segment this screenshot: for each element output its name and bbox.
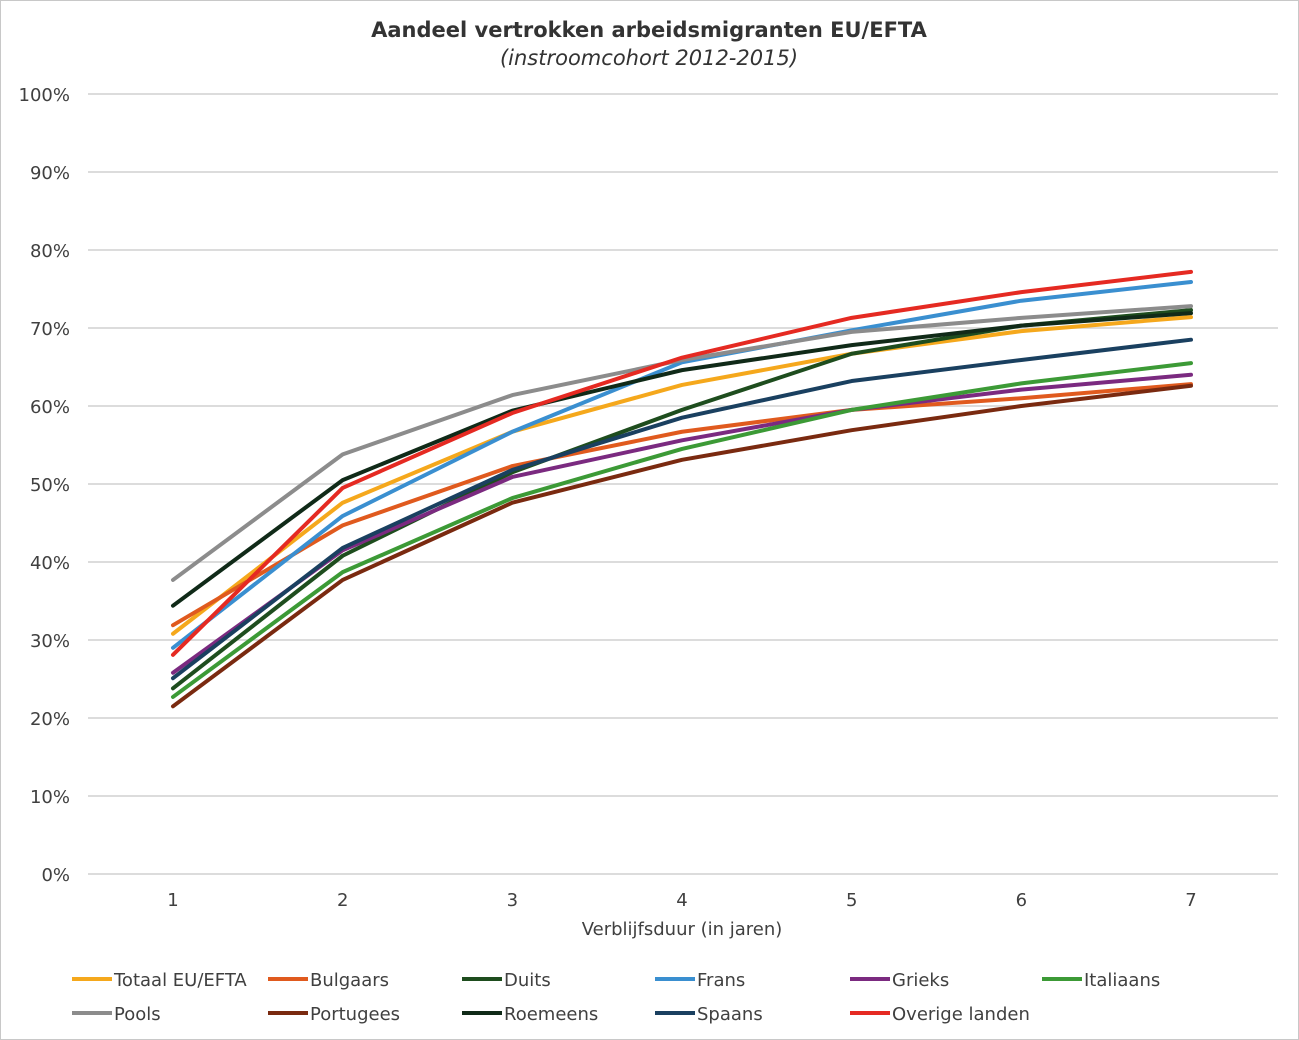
series-line-totaal-eu-efta <box>171 315 1193 636</box>
legend-item: Spaans <box>655 1004 763 1025</box>
legend-label: Spaans <box>697 1004 763 1025</box>
y-tick-label: 40% <box>30 553 70 574</box>
series-line-italiaans <box>171 361 1193 699</box>
series-line-overige-landen <box>171 269 1193 657</box>
legend-item: Roemeens <box>462 1004 598 1025</box>
legend-item: Overige landen <box>850 1004 1030 1025</box>
legend-label: Bulgaars <box>310 970 389 991</box>
legend-item: Bulgaars <box>268 970 389 991</box>
x-tick-label: 1 <box>167 890 178 911</box>
chart-subtitle: (instroomcohort 2012-2015) <box>500 46 798 70</box>
x-tick-label: 2 <box>337 890 348 911</box>
series-line-roemeens <box>171 311 1193 608</box>
y-tick-label: 100% <box>19 85 70 106</box>
series-line-frans <box>171 279 1193 650</box>
y-tick-label: 90% <box>30 163 70 184</box>
legend-item: Portugees <box>268 1004 400 1025</box>
legend-label: Grieks <box>892 970 949 991</box>
legend-label: Pools <box>114 1004 161 1025</box>
y-tick-label: 10% <box>30 787 70 808</box>
series-line-bulgaars <box>171 382 1193 628</box>
legend-item: Totaal EU/EFTA <box>72 970 247 991</box>
legend-label: Overige landen <box>892 1004 1030 1025</box>
x-tick-label: 3 <box>507 890 518 911</box>
series-line-spaans <box>171 337 1193 681</box>
y-tick-label: 20% <box>30 709 70 730</box>
x-tick-label: 6 <box>1016 890 1027 911</box>
legend-label: Totaal EU/EFTA <box>113 970 247 991</box>
legend-item: Grieks <box>850 970 949 991</box>
legend-item: Duits <box>462 970 551 991</box>
chart-title: Aandeel vertrokken arbeidsmigranten EU/E… <box>371 18 927 42</box>
y-tick-label: 0% <box>41 865 70 886</box>
legend-item: Italiaans <box>1042 970 1160 991</box>
y-tick-label: 30% <box>30 631 70 652</box>
y-tick-label: 80% <box>30 241 70 262</box>
y-tick-label: 70% <box>30 319 70 340</box>
x-axis-label: Verblijfsduur (in jaren) <box>582 919 783 940</box>
x-tick-label: 4 <box>676 890 687 911</box>
series-line-duits <box>171 308 1193 691</box>
y-tick-label: 60% <box>30 397 70 418</box>
series-line-portugees <box>171 383 1193 709</box>
legend-label: Frans <box>697 970 745 991</box>
legend-item: Frans <box>655 970 745 991</box>
x-tick-label: 7 <box>1185 890 1196 911</box>
legend-label: Roemeens <box>504 1004 598 1025</box>
x-tick-label: 5 <box>846 890 857 911</box>
y-tick-label: 50% <box>30 475 70 496</box>
legend-label: Portugees <box>310 1004 400 1025</box>
legend-label: Duits <box>504 970 551 991</box>
series-line-pools <box>171 304 1193 582</box>
legend-item: Pools <box>72 1004 161 1025</box>
legend-label: Italiaans <box>1084 970 1160 991</box>
